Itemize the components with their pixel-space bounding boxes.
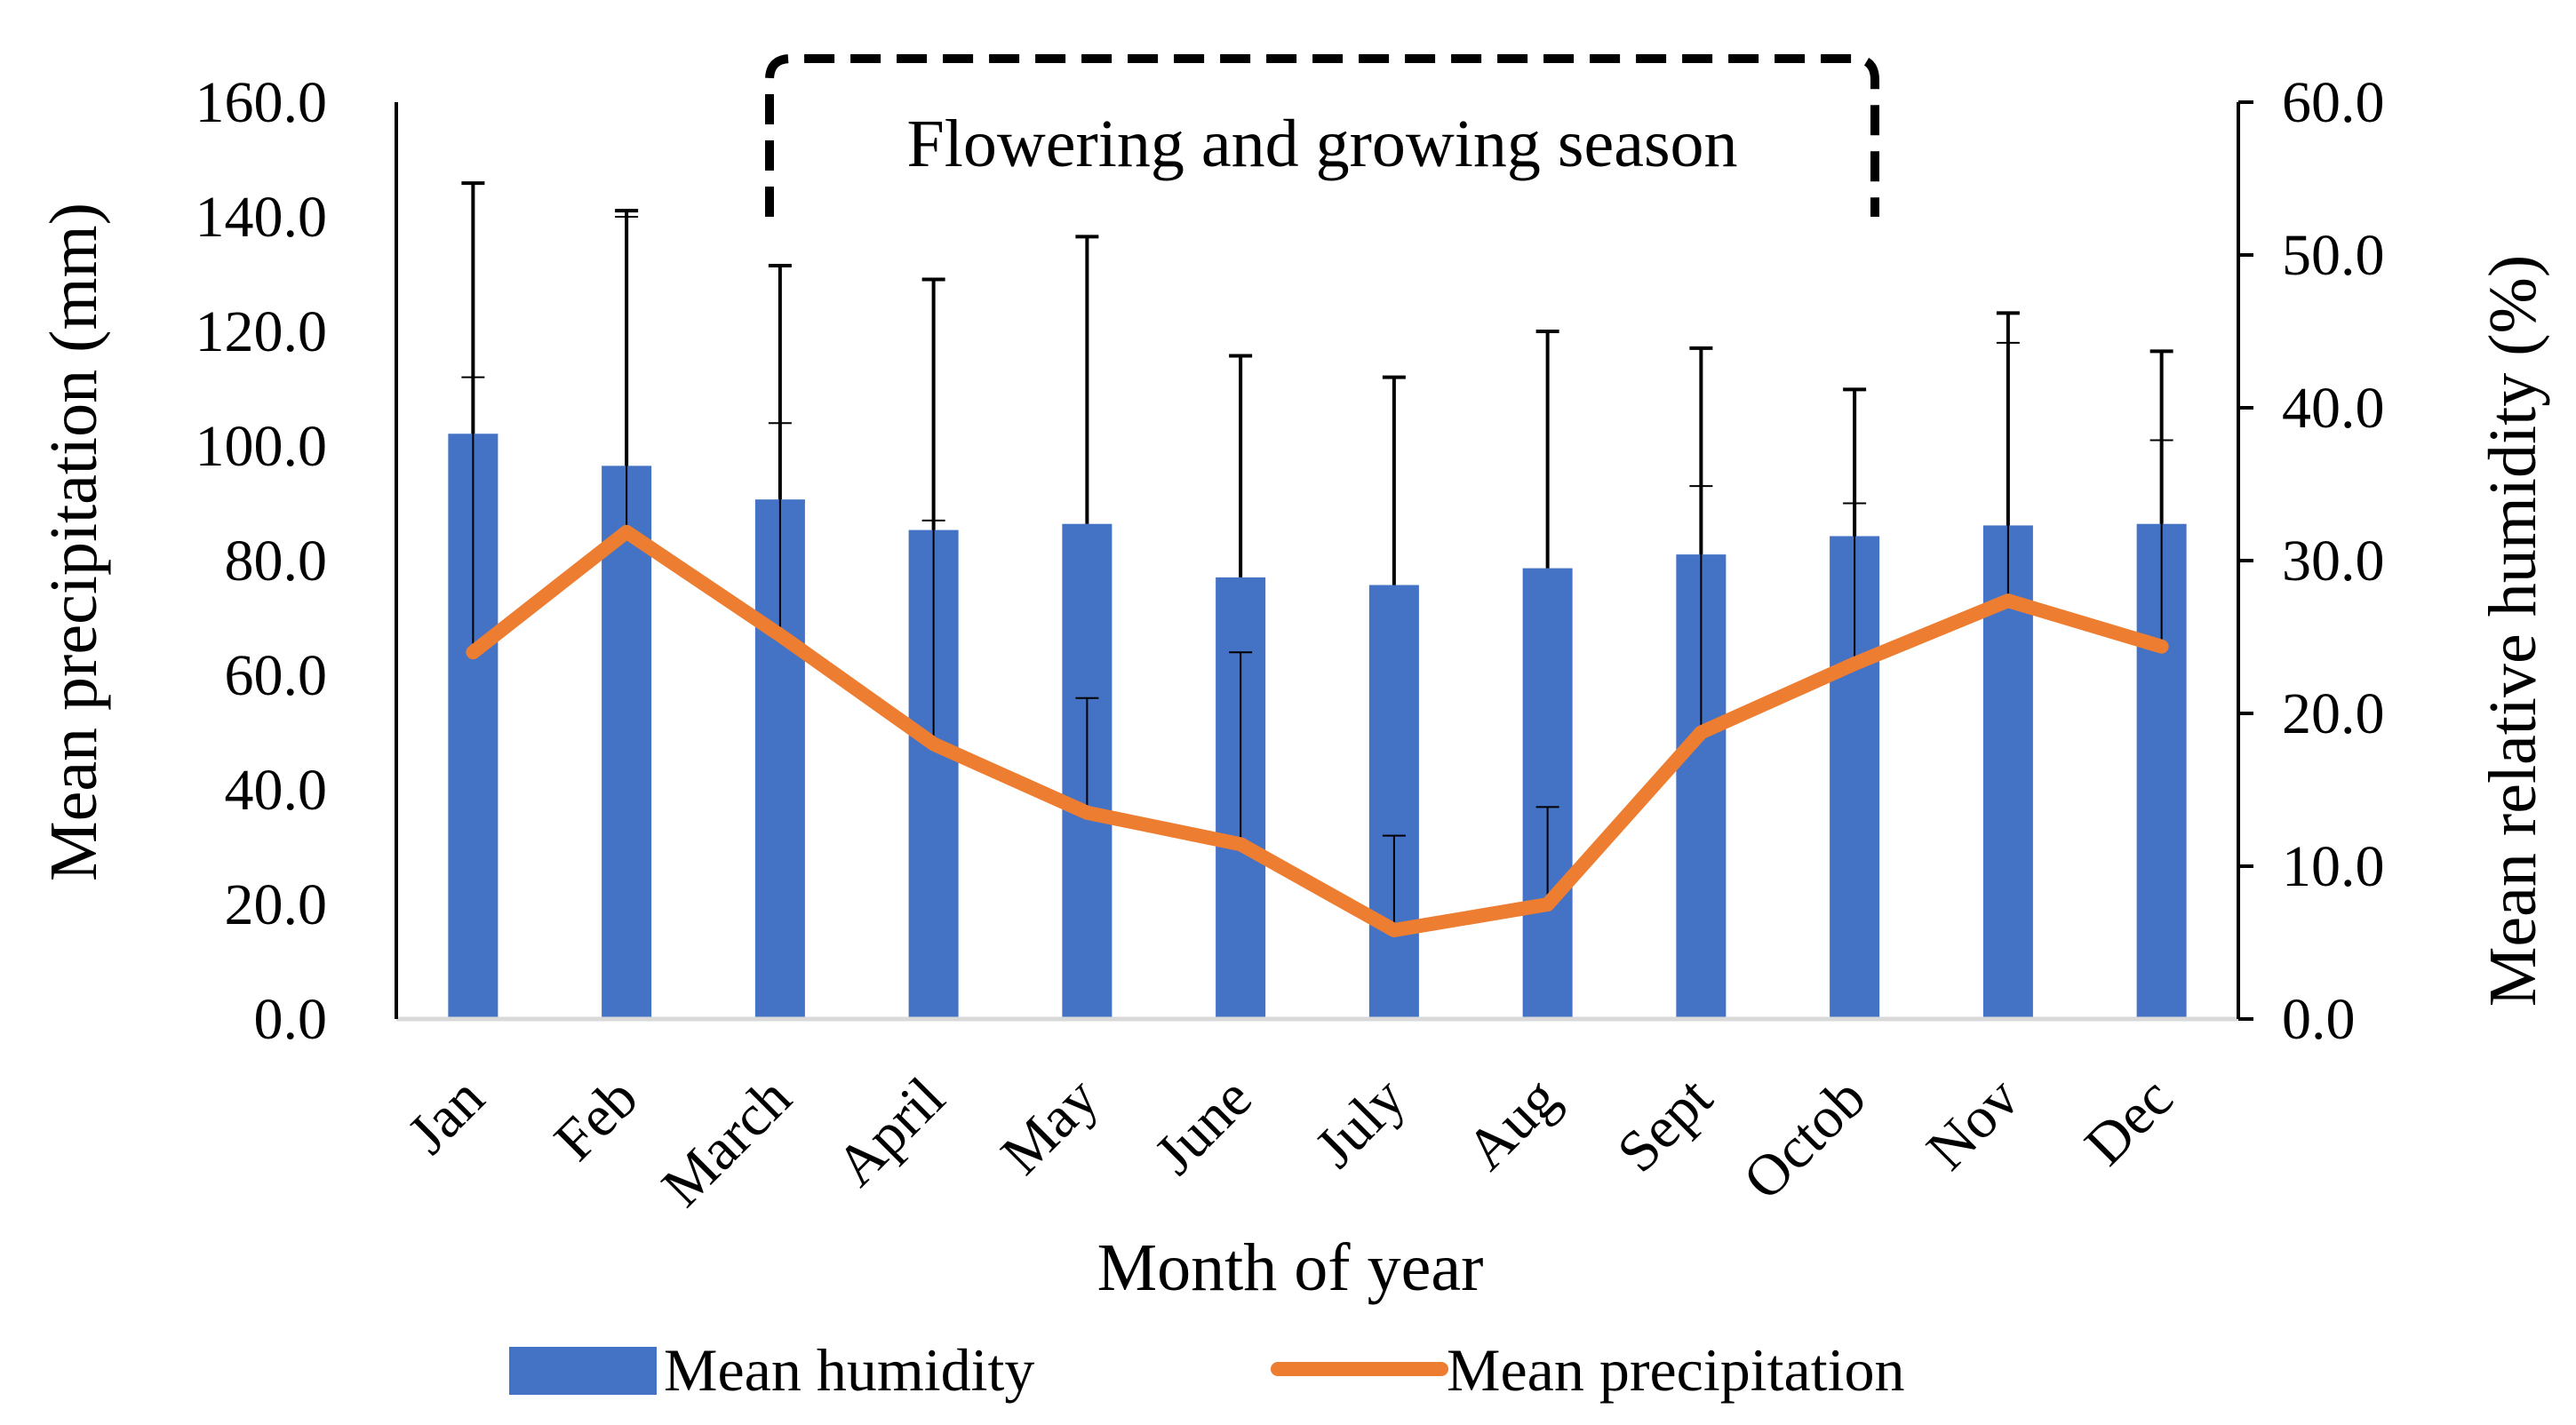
x-tick-jan: Jan <box>395 1065 497 1166</box>
x-tick-march: March <box>650 1065 803 1219</box>
x-tick-octob: Octob <box>1731 1065 1878 1213</box>
bar-aug <box>1522 568 1573 1019</box>
season-label: Flowering and growing season <box>906 107 1737 181</box>
legend-label-precipitation: Mean precipitation <box>1447 1336 1904 1404</box>
y-axis-title-left: Mean precipitation (mm) <box>36 203 111 881</box>
x-tick-june: June <box>1143 1065 1264 1187</box>
y-tick-right-5: 50.0 <box>2282 223 2385 288</box>
y-tick-left-6: 120.0 <box>195 299 328 364</box>
left-axis: 0.0 20.0 40.0 60.0 80.0 100.0 120.0 140.0 160.0 <box>195 70 398 1052</box>
y-tick-left-7: 140.0 <box>195 185 328 250</box>
y-tick-left-3: 60.0 <box>225 643 328 708</box>
x-tick-aug: Aug <box>1454 1065 1571 1182</box>
x-axis-title: Month of year <box>1097 1230 1484 1305</box>
x-tick-nov: Nov <box>1914 1065 2031 1182</box>
y-tick-left-1: 20.0 <box>225 872 328 937</box>
x-tick-labels: Jan Feb March April May June July Aug Sept Octob N… <box>395 1065 2185 1219</box>
y-tick-left-0: 0.0 <box>254 987 328 1052</box>
legend-swatch-humidity <box>509 1347 657 1395</box>
x-tick-sept: Sept <box>1605 1065 1725 1185</box>
y-tick-right-4: 40.0 <box>2282 376 2385 441</box>
legend: Mean humidity Mean precipitation <box>509 1336 1904 1404</box>
y-tick-right-6: 60.0 <box>2282 70 2385 135</box>
y-tick-right-2: 20.0 <box>2282 681 2385 746</box>
y-tick-left-4: 80.0 <box>225 529 328 593</box>
y-axis-title-right: Mean relative humidity (%) <box>2476 255 2550 1007</box>
y-tick-right-1: 10.0 <box>2282 834 2385 899</box>
y-tick-left-5: 100.0 <box>195 414 328 479</box>
x-tick-may: May <box>989 1065 1111 1187</box>
bar-feb <box>602 466 652 1019</box>
x-tick-july: July <box>1303 1065 1417 1180</box>
line-layer <box>466 524 2169 938</box>
y-tick-left-8: 160.0 <box>195 70 328 135</box>
x-tick-feb: Feb <box>542 1065 650 1174</box>
x-tick-dec: Dec <box>2072 1065 2185 1178</box>
y-tick-right-0: 0.0 <box>2282 987 2356 1052</box>
legend-label-humidity: Mean humidity <box>664 1336 1034 1404</box>
x-tick-april: April <box>824 1065 957 1198</box>
line-errors-layer <box>461 216 2173 931</box>
y-tick-left-2: 40.0 <box>225 758 328 823</box>
bar-july <box>1368 585 1419 1019</box>
precipitation-line <box>466 524 2169 938</box>
y-tick-right-3: 30.0 <box>2282 529 2385 593</box>
right-axis: 0.0 10.0 20.0 30.0 40.0 50.0 60.0 <box>2237 70 2385 1052</box>
season-bracket <box>765 54 1879 217</box>
season-annotation: Flowering and growing season <box>765 54 1879 217</box>
bar-errors-layer <box>461 181 2173 585</box>
bars-layer <box>448 434 2187 1019</box>
